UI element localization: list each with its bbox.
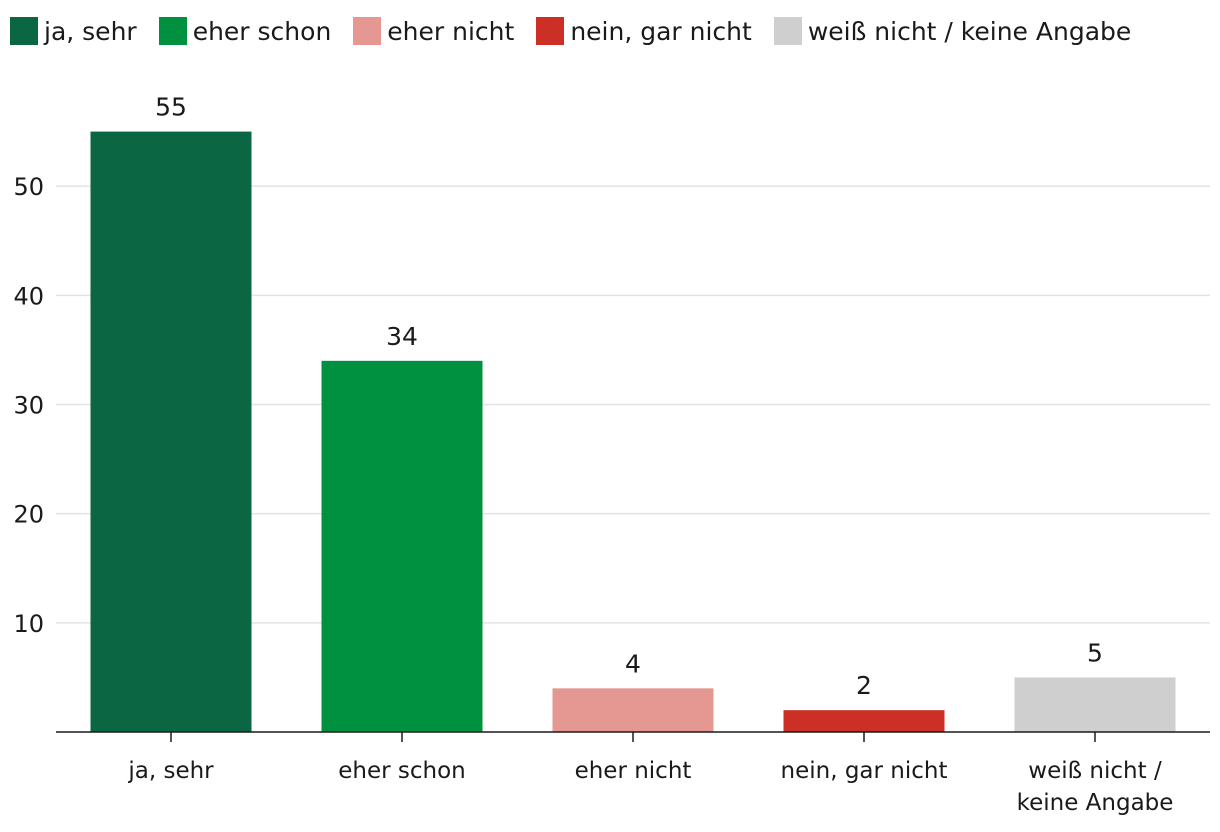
legend-label: ja, sehr <box>44 16 137 46</box>
legend-label: eher schon <box>192 16 332 46</box>
legend-item: nein, gar nicht <box>536 17 752 46</box>
legend-swatch <box>773 17 802 45</box>
bar <box>90 131 252 733</box>
legend: ja, sehr eher schon eher nicht nein, gar… <box>10 16 1153 46</box>
data-label: 4 <box>625 649 641 678</box>
legend-swatch <box>353 17 382 45</box>
x-tick-label: weiß nicht / keine Angabe <box>1017 758 1174 816</box>
x-tick-label: nein, gar nicht <box>781 758 948 784</box>
bar <box>552 688 714 732</box>
legend-label: weiß nicht / keine Angabe <box>807 16 1132 46</box>
legend-item: ja, sehr <box>10 17 137 46</box>
y-tick-label: 50 <box>13 173 44 201</box>
legend-label: nein, gar nicht <box>570 16 752 46</box>
legend-item: eher schon <box>158 16 332 46</box>
legend-swatch <box>10 17 38 45</box>
x-tick-label: ja, sehr <box>127 758 214 784</box>
data-label: 2 <box>856 671 872 700</box>
bar <box>783 710 945 732</box>
y-tick-label: 40 <box>13 282 44 310</box>
legend-swatch <box>158 17 187 45</box>
legend-item: weiß nicht / keine Angabe <box>773 16 1132 46</box>
bar <box>1014 677 1176 732</box>
data-label: 34 <box>386 322 418 351</box>
legend-item: eher nicht <box>353 17 514 46</box>
y-tick-label: 20 <box>13 501 44 529</box>
bar <box>321 360 483 732</box>
data-label: 55 <box>155 93 187 122</box>
x-tick-label: eher nicht <box>575 758 692 784</box>
y-tick-label: 30 <box>13 392 44 420</box>
data-label: 5 <box>1087 638 1103 667</box>
legend-label: eher nicht <box>387 16 515 46</box>
x-tick-label: eher schon <box>338 758 466 784</box>
y-tick-label: 10 <box>13 610 44 638</box>
legend-swatch <box>536 17 565 45</box>
